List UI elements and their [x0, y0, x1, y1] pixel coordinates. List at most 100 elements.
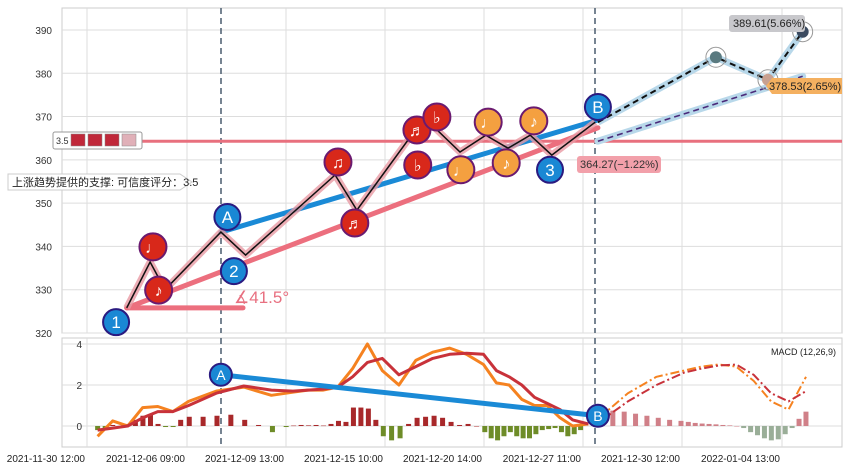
current-price-label: 364.27(−1.22%)	[580, 159, 659, 171]
macd-histogram-bar	[163, 426, 169, 428]
note-icon	[491, 148, 521, 178]
macd-forecast-histogram-bar	[734, 426, 740, 427]
marker-signal-note: ♩	[446, 155, 476, 185]
x-tick-label: 2021-12-30 12:00	[601, 454, 680, 465]
macd-forecast-histogram-bar	[713, 424, 719, 426]
marker-wave-label: B	[583, 93, 612, 122]
macd-histogram-bar	[397, 426, 403, 439]
macd-divergence-marker	[585, 403, 610, 428]
macd-legend: MACD (12,26,9)	[771, 347, 836, 357]
marker-signal-note: ♩	[138, 232, 168, 262]
y-tick-label: 350	[35, 199, 52, 210]
note-icon	[473, 107, 503, 137]
macd-forecast-histogram-bar	[755, 426, 761, 436]
macd-histogram-bar	[440, 417, 446, 426]
macd-divergence-label: A	[216, 367, 226, 383]
x-tick-label: 2021-11-30 12:00	[7, 454, 86, 465]
macd-forecast-histogram-bar	[727, 425, 733, 426]
macd-histogram-bar	[495, 426, 501, 441]
macd-histogram-bar	[520, 426, 526, 439]
forecast-path	[597, 31, 804, 124]
rating-star-icon	[70, 133, 86, 147]
marker-label: B	[592, 98, 603, 117]
marker-signal-note: ♬	[340, 208, 370, 238]
macd-histogram-bar	[358, 407, 364, 426]
macd-forecast-histogram-bar	[667, 419, 673, 426]
macd-histogram-bar	[552, 426, 558, 429]
mid-target-label: 378.53(2.65%)	[769, 81, 841, 93]
macd-divergence-marker	[208, 362, 233, 387]
macd-forecast-histogram-bar	[621, 411, 627, 426]
marker-label: ♬	[347, 216, 363, 233]
macd-histogram-bar	[155, 423, 161, 426]
macd-histogram-bar	[474, 426, 480, 427]
current-price-box	[577, 156, 661, 173]
macd-histogram-bar	[242, 419, 248, 426]
marker-signal-note: ♩	[473, 107, 503, 137]
macd-histogram-bar	[514, 426, 520, 437]
y-tick-label: 360	[35, 156, 52, 167]
marker-signal-note: ♭	[422, 102, 452, 132]
macd-histogram-bar	[214, 415, 220, 426]
macd-histogram-bar	[578, 426, 584, 431]
macd-histogram-bar	[350, 407, 356, 426]
macd-histogram-bar	[527, 426, 533, 439]
macd-forecast-histogram-bar	[699, 423, 705, 426]
macd-panel	[61, 337, 843, 448]
rating-half-star-icon	[121, 133, 137, 147]
wave-circle	[102, 308, 131, 337]
x-tick-label: 2021-12-27 11:00	[503, 454, 582, 465]
macd-forecast-histogram-bar	[633, 413, 639, 426]
marker-label: ♭	[414, 158, 422, 175]
macd-forecast-histogram-bar	[789, 426, 795, 429]
macd-histogram-bar	[571, 426, 577, 435]
macd-forecast-histogram-bar	[803, 411, 809, 426]
macd-histogram-bar	[269, 426, 275, 433]
macd-histogram-bar	[501, 426, 507, 437]
marker-label: ♬	[409, 123, 425, 140]
x-tick-label: 2022-01-04 13:00	[701, 454, 780, 465]
marker-wave-label: A	[213, 202, 242, 231]
macd-histogram-bar	[186, 416, 192, 426]
marker-label: 3	[545, 161, 554, 180]
wave-circle	[213, 202, 242, 231]
marker-label: ♪	[155, 283, 163, 300]
macd-histogram-bar	[431, 415, 437, 426]
high-target-box	[729, 15, 805, 32]
macd-histogram-bar	[256, 424, 262, 426]
macd-histogram-bar	[283, 426, 289, 428]
y-tick-label: 370	[35, 113, 52, 124]
macd-histogram-bar	[95, 426, 101, 431]
high-target-label: 389.61(5.66%)	[733, 18, 805, 30]
macd-histogram-bar	[328, 423, 334, 426]
marker-signal-note: ♭	[403, 150, 433, 180]
note-icon	[519, 106, 549, 136]
macd-histogram-bar	[335, 420, 341, 426]
marker-label: ♩	[480, 115, 496, 132]
macd-histogram-bar	[373, 419, 379, 426]
marker-signal-note: ♬	[402, 115, 432, 145]
marker-signal-note: ♪	[144, 275, 174, 305]
note-icon	[340, 208, 370, 238]
macd-histogram-bar	[414, 417, 420, 426]
note-icon	[403, 150, 433, 180]
macd-histogram-bar	[539, 426, 545, 431]
macd-forecast-histogram-bar	[655, 417, 661, 426]
wave-circle	[219, 257, 248, 286]
macd-forecast-histogram-bar	[692, 422, 698, 426]
macd-histogram-bar	[380, 426, 386, 437]
macd-histogram-bar	[448, 421, 454, 426]
macd-histogram-bar	[465, 423, 471, 426]
macd-forecast-histogram-bar	[610, 410, 616, 426]
marker-wave-label: 3	[536, 155, 564, 184]
macd-histogram-bar	[343, 421, 349, 426]
mid-target-box	[766, 78, 842, 94]
macd-histogram-bar	[457, 424, 463, 426]
macd-histogram-bar	[110, 424, 116, 426]
macd-divergence-label: B	[593, 408, 602, 424]
macd-forecast-histogram-bar	[775, 426, 781, 440]
macd-histogram-bar	[406, 423, 412, 426]
forecast-point	[709, 51, 722, 64]
forecast-point-ring	[705, 46, 727, 68]
